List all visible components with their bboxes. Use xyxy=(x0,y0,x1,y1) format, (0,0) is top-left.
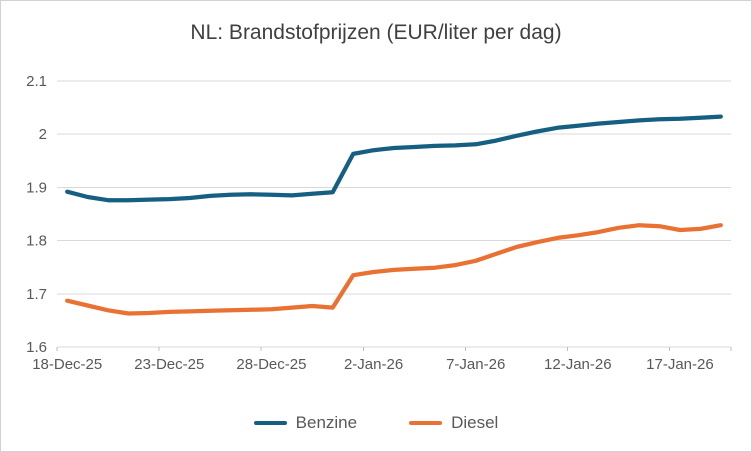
svg-text:28-Dec-25: 28-Dec-25 xyxy=(236,356,306,373)
benzine-line-swatch xyxy=(253,420,287,426)
svg-text:1.9: 1.9 xyxy=(26,179,47,196)
svg-text:23-Dec-25: 23-Dec-25 xyxy=(134,356,204,373)
svg-text:2-Jan-26: 2-Jan-26 xyxy=(344,356,403,373)
y-axis-labels: 2.1 2 1.9 1.8 1.7 1.6 xyxy=(26,73,47,356)
svg-text:1.8: 1.8 xyxy=(26,233,47,250)
svg-text:2: 2 xyxy=(39,126,47,143)
legend-label-diesel: Diesel xyxy=(451,413,499,432)
gridlines xyxy=(57,80,731,348)
line-benzine xyxy=(65,114,723,203)
diesel-line-swatch xyxy=(409,420,443,426)
svg-text:17-Jan-26: 17-Jan-26 xyxy=(646,356,714,373)
chart-title: NL: Brandstofprijzen (EUR/liter per dag) xyxy=(190,21,562,44)
svg-text:18-Dec-25: 18-Dec-25 xyxy=(32,356,102,373)
svg-text:2.1: 2.1 xyxy=(26,73,47,90)
x-axis-ticks xyxy=(56,347,732,351)
svg-text:7-Jan-26: 7-Jan-26 xyxy=(446,356,505,373)
line-diesel xyxy=(65,223,723,316)
x-axis-labels: 18-Dec-25 23-Dec-25 28-Dec-25 2-Jan-26 7-Jan… xyxy=(32,356,714,373)
legend-item-benzine: Benzine xyxy=(253,413,358,433)
svg-text:1.6: 1.6 xyxy=(26,339,47,356)
legend: Benzine Diesel xyxy=(1,413,751,433)
svg-text:12-Jan-26: 12-Jan-26 xyxy=(544,356,612,373)
series-lines xyxy=(65,114,723,316)
legend-label-benzine: Benzine xyxy=(295,413,358,432)
legend-item-diesel: Diesel xyxy=(409,413,498,433)
svg-text:1.7: 1.7 xyxy=(26,286,47,303)
